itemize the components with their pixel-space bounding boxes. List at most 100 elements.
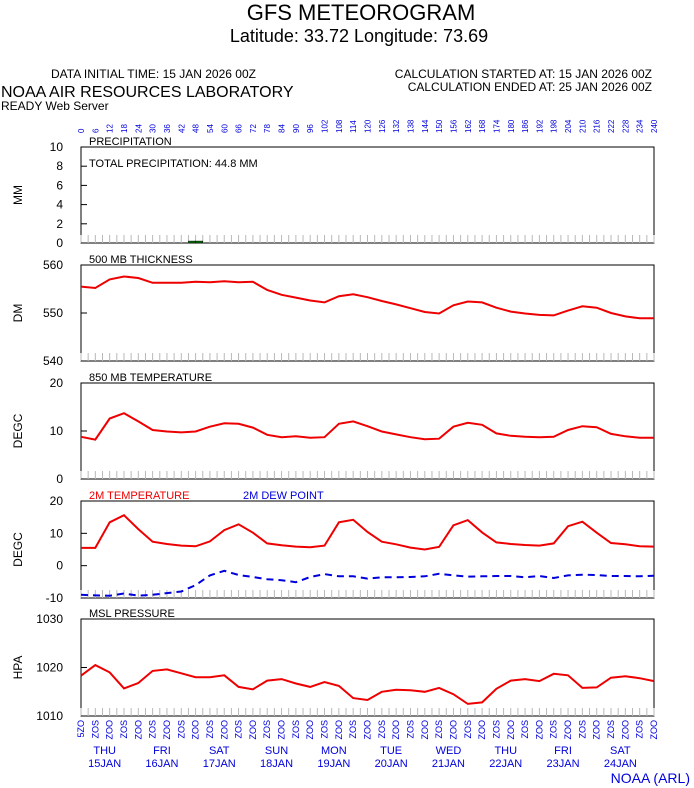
forecast-hour-label: 48 [192,124,201,133]
time-label: ZOO [534,720,544,740]
date-label: 20JAN [375,758,408,770]
precip-bar [188,240,196,244]
chart-panels: 0 2 4 6 8 10 MM PRECIPITATION TOTAL PRECIPITATIO… [11,136,655,723]
time-label: ZOS [606,720,616,739]
time-label: ZOO [477,720,487,740]
y-tick-label: 0 [56,236,63,250]
y-tick-label: 0 [56,559,63,573]
forecast-hour-label: 204 [564,119,573,133]
time-label: ZOS [119,720,129,739]
data-initial-time: DATA INITIAL TIME: 15 JAN 2026 00Z [51,67,256,81]
calculation-started: CALCULATION STARTED AT: 15 JAN 2026 00Z [395,67,652,81]
time-label: ZOS [148,720,158,739]
forecast-hour-label: 12 [106,124,115,133]
forecast-hour-label: 186 [521,119,530,133]
lab-name: NOAA AIR RESOURCES LABORATORY [1,84,294,101]
y-tick-label: 1030 [36,612,63,626]
forecast-hour-label: 126 [378,119,387,133]
calculation-ended: CALCULATION ENDED AT: 25 JAN 2026 00Z [408,80,652,94]
forecast-hour-label: 138 [406,119,415,133]
day-label: THU [93,745,116,757]
time-label: ZOS [463,720,473,739]
forecast-hour-label: 198 [550,119,559,133]
forecast-hour-label: 6 [91,128,100,133]
time-label: ZOS [377,720,387,739]
day-label: FRI [554,745,572,757]
time-label: ZOO [305,720,315,740]
chart-panel: 1010 1020 1030 HPA MSL PRESSURE [11,608,655,723]
time-label: ZOO [620,720,630,740]
forecast-hour-label: 216 [593,119,602,133]
time-label: ZOO [363,720,373,740]
y-tick-label: 8 [56,159,63,173]
y-tick-label: 1010 [36,709,63,723]
time-label: ZOO [277,720,287,740]
forecast-hour-label: 210 [578,119,587,133]
time-label: ZOS [320,720,330,739]
forecast-hour-label: 240 [650,119,659,133]
time-label: ZOO [248,720,258,740]
time-label: ZOO [191,720,201,740]
date-label: 16JAN [145,758,178,770]
time-label: ZOS [90,720,100,739]
forecast-hour-label: 84 [278,124,287,133]
date-label: 23JAN [547,758,580,770]
time-label: ZOO [219,720,229,740]
time-label: ZOO [506,720,516,740]
time-axis: 5ZO ZOS ZOO ZOS ZOO ZOS ZOO ZOS ZOO ZOS ZOO ZOS ZOO Z… [76,720,659,770]
day-label: MON [321,745,347,757]
time-label: ZOS [520,720,530,739]
chart-panel: 540 550 560 DM 500 MB THICKNESS [11,254,655,368]
y-tick-label: 560 [43,258,63,272]
day-label: WED [436,745,462,757]
y-tick-label: 20 [50,494,64,508]
legend-dew-point: 2M DEW POINT [243,490,324,502]
legend-temperature: 2M TEMPERATURE [89,490,189,502]
forecast-hour-label: 228 [621,119,630,133]
forecast-hour-label: 180 [507,119,516,133]
time-label: ZOO [649,720,659,740]
day-label: THU [494,745,517,757]
time-label: ZOS [348,720,358,739]
panel-frame [80,264,655,362]
y-tick-label: 2 [56,217,63,231]
series-line [80,663,655,705]
forecast-hour-label: 120 [364,119,373,133]
forecast-hour-label: 102 [321,119,330,133]
forecast-hour-labels: 0 6 12 18 24 30 36 42 48 54 60 66 72 78 84 90 96 102 108 11… [77,119,659,133]
time-label: ZOS [205,720,215,739]
forecast-hour-label: 114 [349,120,358,133]
forecast-hour-label: 66 [235,124,244,133]
forecast-hour-label: 144 [421,119,430,133]
time-label: ZOS [291,720,301,739]
precip-bar [195,240,204,244]
time-label: ZOS [234,720,244,739]
panel-title: 850 MB TEMPERATURE [89,372,212,384]
forecast-hour-label: 156 [449,119,458,133]
time-label: ZOO [105,720,115,740]
temperature-2m-line [81,513,655,551]
time-label: ZOS [434,720,444,739]
y-axis-label: DM [11,304,25,323]
y-axis-label: DEGC [11,413,25,448]
panel-title: PRECIPITATION [89,136,172,148]
time-label: ZOO [563,720,573,740]
time-label: ZOS [405,720,415,739]
date-label: 21JAN [432,758,465,770]
forecast-hour-label: 18 [120,124,129,133]
server-name: READY Web Server [1,99,109,113]
forecast-hour-label: 90 [292,124,301,133]
precip-total-label: TOTAL PRECIPITATION: 44.8 MM [89,158,258,170]
forecast-hour-label: 108 [335,119,344,133]
forecast-hour-label: 36 [163,124,172,133]
series-line [80,275,654,320]
forecast-hour-label: 54 [206,124,215,133]
forecast-hour-label: 96 [306,124,315,133]
panel-title: MSL PRESSURE [89,608,175,620]
date-label: 18JAN [260,758,293,770]
time-label: ZOS [262,720,272,739]
time-label: 5ZO [76,720,86,738]
forecast-hour-label: 132 [392,119,401,133]
y-tick-label: 0 [56,472,63,486]
